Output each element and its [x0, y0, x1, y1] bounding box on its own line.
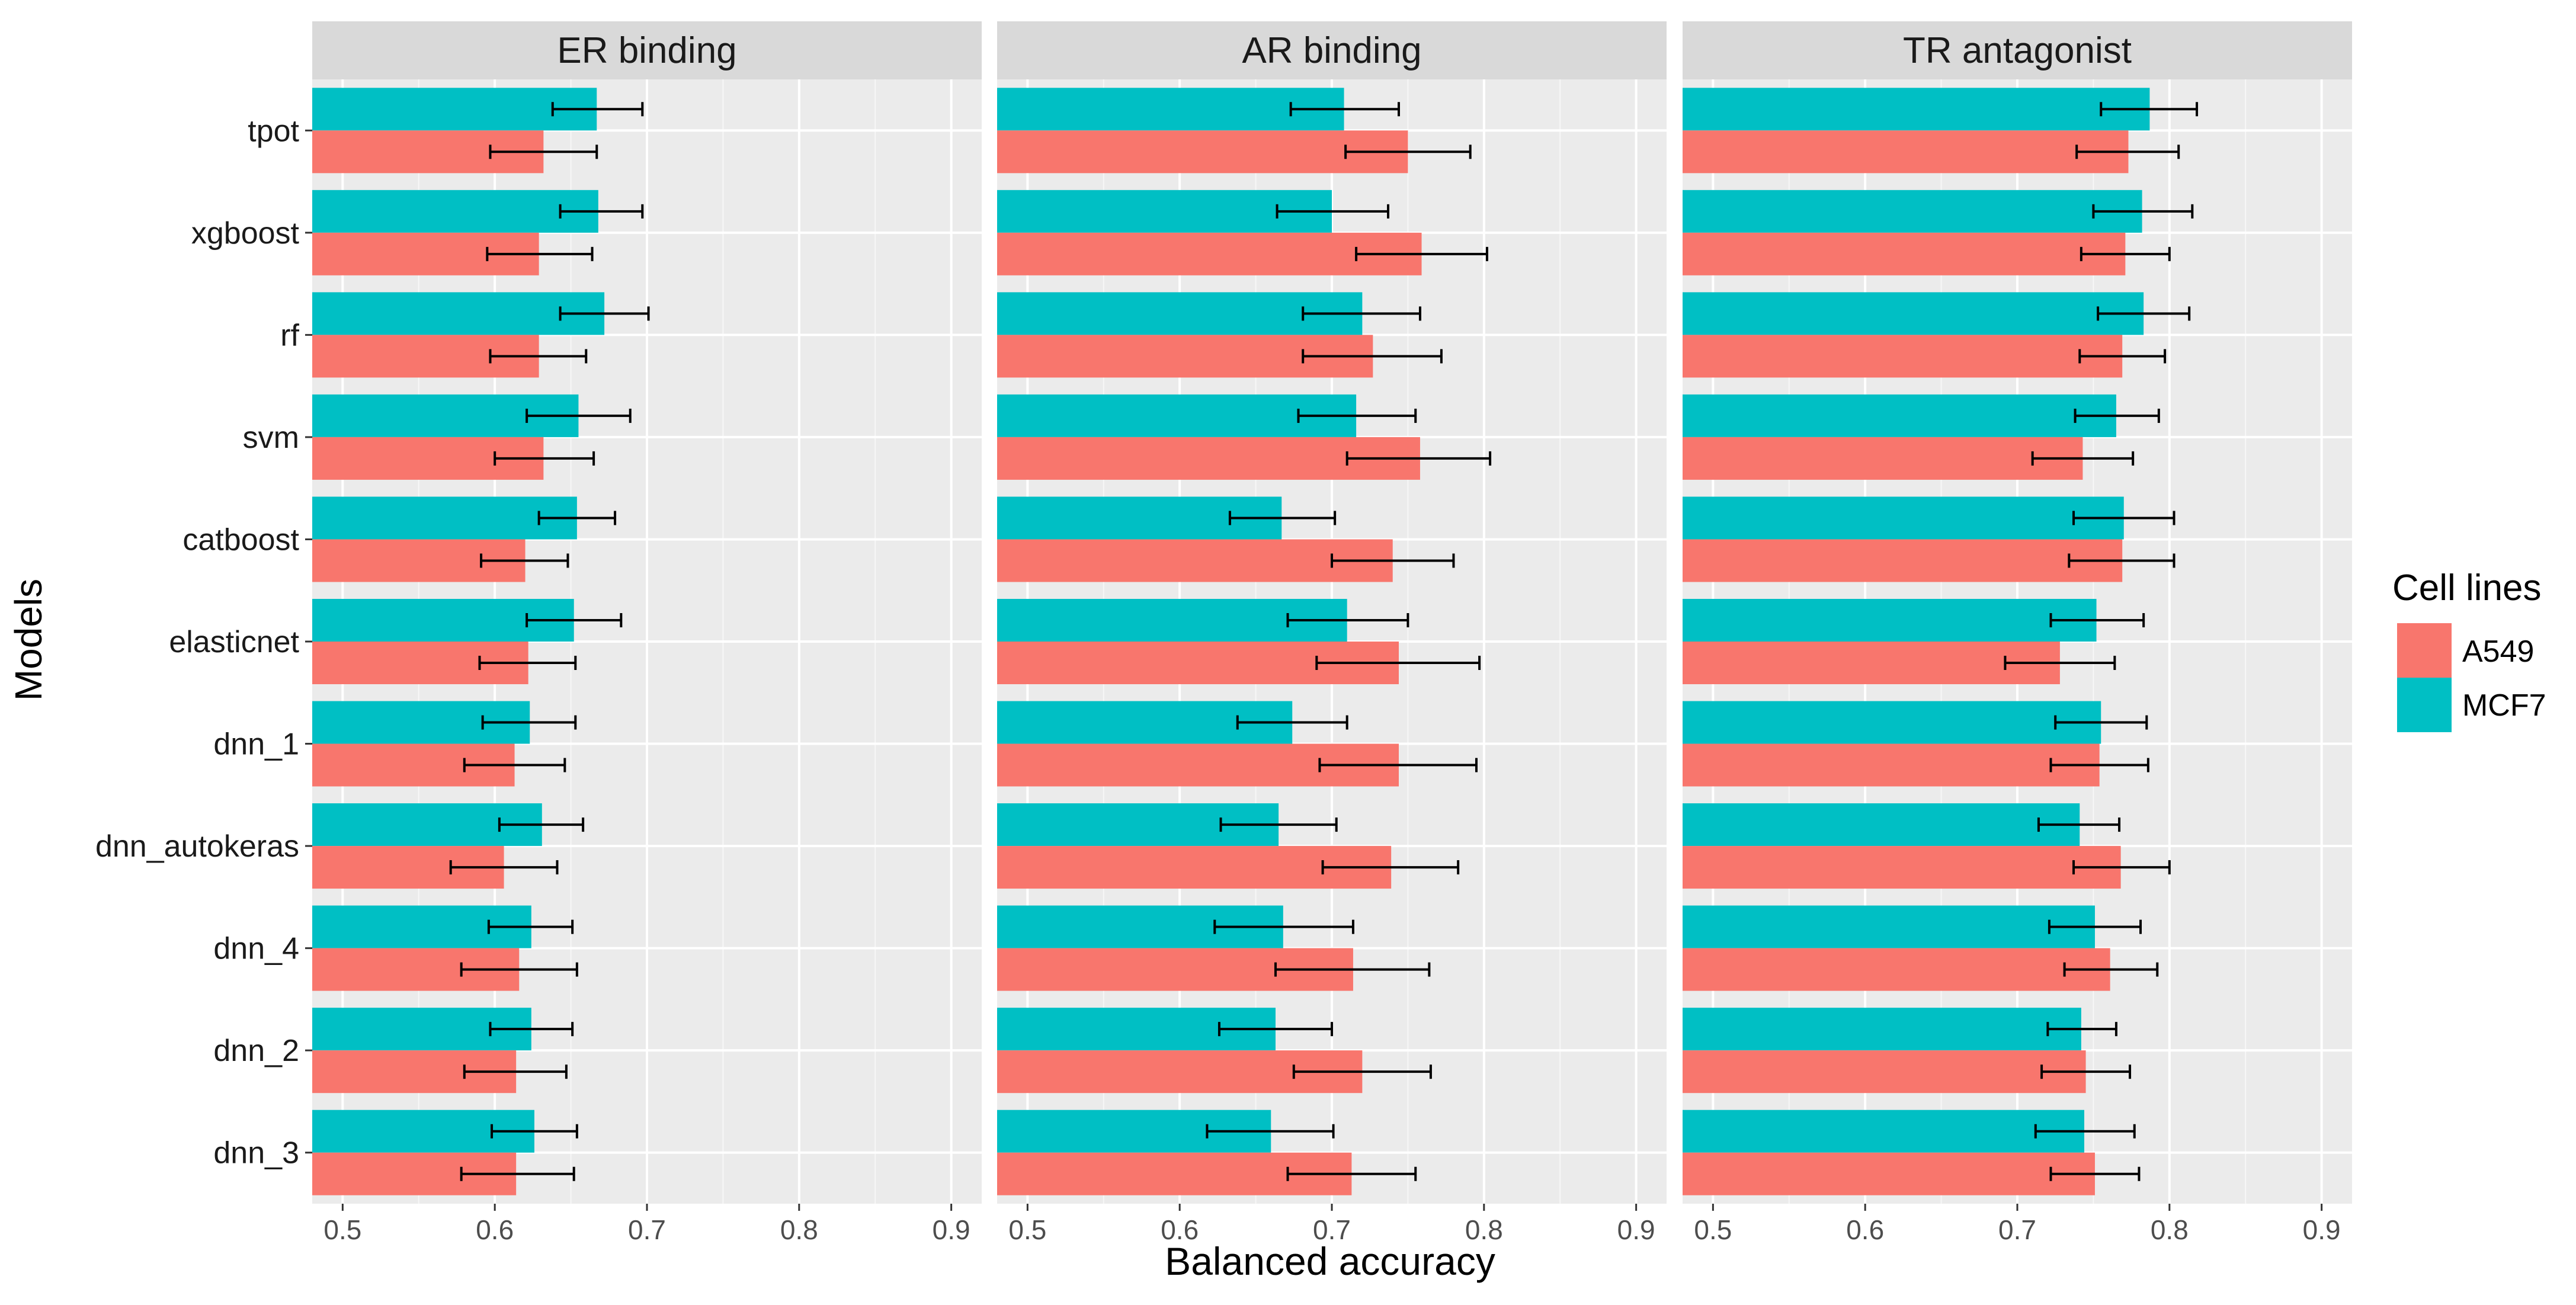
bar-a549-xgboost — [1683, 232, 2126, 275]
x-tick-label: 0.7 — [1998, 1214, 2036, 1245]
facet-title: AR binding — [1242, 30, 1421, 71]
bar-a549-catboost — [1683, 539, 2123, 582]
legend-key-a549 — [2397, 623, 2452, 678]
bar-mcf7-tpot — [1683, 88, 2150, 131]
y-axis-title: Models — [7, 579, 50, 701]
bar-a549-svm — [1683, 437, 2083, 480]
x-tick-label: 0.5 — [323, 1214, 361, 1245]
x-tick-label: 0.9 — [933, 1214, 970, 1245]
bar-mcf7-dnn-1 — [1683, 701, 2101, 744]
bar-mcf7-rf — [312, 292, 605, 335]
y-tick-label-svm: svm — [243, 421, 299, 455]
x-tick-label: 0.5 — [1694, 1214, 1732, 1245]
legend-label-a549: A549 — [2462, 634, 2534, 669]
bar-a549-tpot — [997, 130, 1408, 174]
bar-mcf7-tpot — [997, 88, 1344, 131]
bar-mcf7-rf — [997, 292, 1363, 335]
bar-mcf7-catboost — [312, 496, 577, 540]
facet-strip — [997, 21, 1667, 79]
x-tick-label: 0.6 — [476, 1214, 514, 1245]
legend-label-mcf7: MCF7 — [2462, 688, 2546, 723]
y-tick-label-rf: rf — [280, 318, 299, 352]
panel-tr-antagonist: TR antagonist 0.5 0.6 0.7 0.8 0.9 — [1683, 21, 2352, 1245]
bar-a549-dnn-4 — [1683, 948, 2110, 991]
bar-mcf7-catboost — [1683, 496, 2124, 540]
y-tick-label-dnn-autokeras: dnn_autokeras — [95, 829, 299, 864]
bar-a549-xgboost — [997, 232, 1422, 275]
x-tick-label: 0.8 — [780, 1214, 818, 1245]
facet-strip — [1683, 21, 2352, 79]
x-tick-label: 0.7 — [1313, 1214, 1351, 1245]
bar-a549-elasticnet — [1683, 642, 2060, 684]
y-tick-label-catboost: catboost — [182, 522, 299, 557]
x-tick-label: 0.7 — [628, 1214, 666, 1245]
bar-mcf7-svm — [1683, 394, 2116, 437]
legend-title: Cell lines — [2392, 567, 2542, 608]
bar-a549-dnn-2 — [1683, 1050, 2086, 1094]
bar-mcf7-elasticnet — [1683, 599, 2097, 642]
facet-title: TR antagonist — [1903, 30, 2132, 71]
bar-mcf7-xgboost — [1683, 190, 2142, 233]
x-tick-label: 0.6 — [1846, 1214, 1884, 1245]
panel-er-binding: ER binding 0.5 0.6 0.7 0.8 0.9 — [312, 21, 982, 1245]
y-tick-label-xgboost: xgboost — [191, 216, 300, 251]
bar-a549-dnn-1 — [1683, 743, 2100, 787]
y-tick-label-dnn-2: dnn_2 — [213, 1034, 299, 1068]
panel-ar-binding: AR binding 0.5 0.6 0.7 0.8 0.9 — [997, 21, 1667, 1245]
bar-a549-catboost — [997, 539, 1393, 582]
x-tick-label: 0.6 — [1161, 1214, 1199, 1245]
bar-mcf7-dnn-4 — [1683, 905, 2095, 948]
bar-mcf7-dnn-2 — [1683, 1008, 2081, 1051]
x-axis-title: Balanced accuracy — [1165, 1239, 1495, 1283]
y-tick-label-dnn-3: dnn_3 — [213, 1136, 299, 1171]
y-tick-label-dnn-4: dnn_4 — [213, 932, 299, 966]
bar-mcf7-rf — [1683, 292, 2144, 335]
plot-layer: ER binding 0.5 0.6 0.7 0.8 0.9 AR binding 0.5 0.… — [95, 21, 2352, 1245]
x-tick-label: 0.5 — [1008, 1214, 1046, 1245]
bar-mcf7-dnn-3 — [1683, 1110, 2084, 1153]
bar-a549-dnn-3 — [1683, 1152, 2095, 1195]
y-tick-label-dnn-1: dnn_1 — [213, 727, 299, 762]
x-tick-label: 0.9 — [1617, 1214, 1655, 1245]
facet-strip — [312, 21, 982, 79]
bar-mcf7-xgboost — [312, 190, 598, 233]
bar-mcf7-tpot — [312, 88, 597, 131]
y-tick-label-elasticnet: elasticnet — [169, 625, 299, 659]
bar-a549-tpot — [1683, 130, 2129, 174]
legend: Cell lines A549 MCF7 — [2392, 567, 2546, 732]
bar-mcf7-svm — [997, 394, 1357, 437]
y-tick-label-tpot: tpot — [248, 114, 299, 148]
x-tick-label: 0.8 — [1465, 1214, 1503, 1245]
x-tick-label: 0.8 — [2151, 1214, 2189, 1245]
facet-title: ER binding — [557, 30, 736, 71]
bar-a549-dnn-autokeras — [1683, 846, 2121, 889]
bar-mcf7-dnn-autokeras — [1683, 803, 2080, 847]
x-tick-label: 0.9 — [2303, 1214, 2341, 1245]
legend-key-mcf7 — [2397, 678, 2452, 732]
bar-a549-rf — [1683, 335, 2123, 378]
